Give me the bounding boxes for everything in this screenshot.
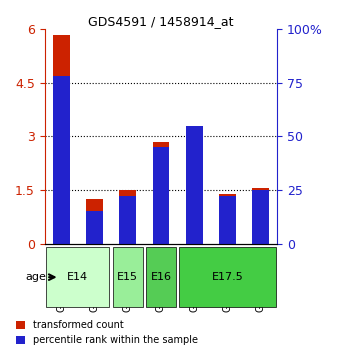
FancyBboxPatch shape [46,247,110,307]
Bar [53,76,70,244]
Text: E15: E15 [117,272,138,282]
Bar [153,147,169,244]
Bar [153,142,169,244]
Text: E16: E16 [150,272,171,282]
Bar [252,188,269,244]
Bar [219,194,236,244]
Bar [186,126,202,244]
Text: age: age [25,272,46,282]
Title: GDS4591 / 1458914_at: GDS4591 / 1458914_at [88,15,234,28]
Bar [252,190,269,244]
Bar [186,145,202,244]
Bar [86,211,103,244]
Legend: transformed count, percentile rank within the sample: transformed count, percentile rank withi… [11,316,202,349]
Bar [119,196,136,244]
Bar [86,199,103,244]
Text: E14: E14 [67,272,89,282]
FancyBboxPatch shape [146,247,176,307]
Bar [53,35,70,244]
Text: E17.5: E17.5 [212,272,243,282]
Bar [119,190,136,244]
Bar [219,196,236,244]
FancyBboxPatch shape [179,247,276,307]
FancyBboxPatch shape [113,247,143,307]
